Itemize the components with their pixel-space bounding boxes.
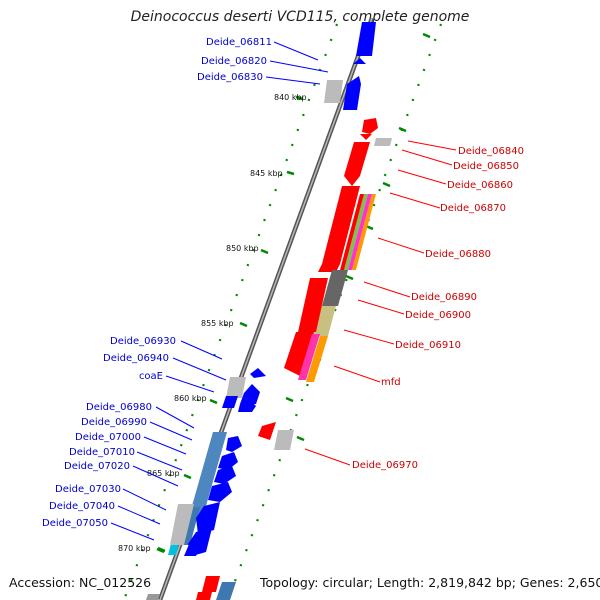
gene-mfd-pink [298,334,320,380]
label-deide-07050[interactable]: Deide_07050 [42,518,108,529]
gene-grey-06850 [374,138,392,146]
page-title: Deinococcus deserti VCD115, complete gen… [130,9,470,25]
label-deide-06930[interactable]: Deide_06930 [110,336,176,347]
label-deide-06870[interactable]: Deide_06870 [440,203,506,214]
gene-block-06980[interactable] [188,432,227,520]
label-deide-07020[interactable]: Deide_07020 [64,461,130,472]
label-deide-07010[interactable]: Deide_07010 [69,447,135,458]
label-deide-06830[interactable]: Deide_06830 [197,72,263,83]
label-deide-06811[interactable]: Deide_06811 [206,37,272,48]
gene-bottom-red-2 [196,592,212,600]
gene-deide-06840[interactable] [362,118,378,134]
label-deide-06850[interactable]: Deide_06850 [453,161,519,172]
gene-deide-06970[interactable] [258,422,276,440]
forward-leader-lines [304,140,457,466]
tick-label-865: 865 kbp [147,469,180,478]
gene-deide-06850[interactable] [360,134,372,140]
topology-text: Topology: circular; Length: 2,819,842 bp… [260,575,600,590]
label-deide-07030[interactable]: Deide_07030 [55,484,121,495]
gene-stripe-orange [352,194,376,270]
gene-deide-06830[interactable] [343,76,361,110]
gene-stripe-magenta [348,194,372,270]
gene-deide-06910[interactable] [284,332,314,376]
label-deide-06980[interactable]: Deide_06980 [86,402,152,413]
gene-grey-06830 [324,80,343,103]
label-deide-07040[interactable]: Deide_07040 [49,501,115,512]
label-coae[interactable]: coaE [139,371,163,382]
gene-bottom-grey [146,594,160,600]
gene-coae[interactable] [222,396,238,408]
tick-label-850: 850 kbp [226,244,259,253]
label-mfd[interactable]: mfd [381,377,401,388]
accession-text: Accession: NC_012526 [9,575,152,590]
gene-grey-06970 [274,430,294,450]
tick-label-870: 870 kbp [118,544,151,553]
gene-bottom-red [202,576,220,592]
gene-deide-06860-tip [344,176,360,186]
label-deide-06990[interactable]: Deide_06990 [81,417,147,428]
gene-coae-arrow [238,398,256,412]
gene-stripe-red [340,194,364,270]
tick-label-840: 840 kbp [274,93,307,102]
reverse-strand-genes [146,22,376,600]
gene-deide-07050[interactable] [184,542,200,556]
gene-deide-06990[interactable] [226,436,242,452]
gene-deide-07030[interactable] [196,502,220,534]
gene-deide-06930[interactable] [250,368,266,378]
label-deide-06840[interactable]: Deide_06840 [458,146,524,157]
forward-strand-genes [196,118,392,600]
tick-label-860: 860 kbp [174,394,207,403]
label-deide-07000[interactable]: Deide_07000 [75,432,141,443]
gene-deide-06860[interactable] [344,142,370,176]
gene-deide-07020[interactable] [208,482,232,502]
forward-gene-labels: Deide_06840 Deide_06850 Deide_06860 Deid… [352,146,524,471]
label-deide-06970[interactable]: Deide_06970 [352,460,418,471]
label-deide-06940[interactable]: Deide_06940 [103,353,169,364]
gene-deide-06890[interactable] [322,270,348,306]
label-deide-06890[interactable]: Deide_06890 [411,292,477,303]
label-deide-06900[interactable]: Deide_06900 [405,310,471,321]
tick-label-855: 855 kbp [201,319,234,328]
gene-deide-06820[interactable] [353,58,366,64]
gene-deide-06940[interactable] [240,384,260,404]
label-deide-06860[interactable]: Deide_06860 [447,180,513,191]
label-deide-06820[interactable]: Deide_06820 [201,56,267,67]
gene-stripe-green [344,194,368,270]
gene-deide-06811[interactable] [356,22,376,56]
gene-deide-07000[interactable] [218,452,238,470]
tick-label-845: 845 kbp [250,169,283,178]
gene-deide-06870[interactable] [322,186,360,264]
reverse-gene-labels: Deide_06811 Deide_06820 Deide_06830 Deid… [42,37,272,529]
reverse-leader-lines [110,41,329,541]
major-ticks [157,32,431,553]
gene-mfd[interactable] [306,336,328,382]
gene-grey-06940 [226,377,246,398]
label-deide-06880[interactable]: Deide_06880 [425,249,491,260]
gene-grey-07040 [170,504,194,545]
kbp-ticks [156,95,304,554]
label-deide-06910[interactable]: Deide_06910 [395,340,461,351]
gene-deide-06900-red [298,278,328,332]
gene-deide-07010[interactable] [214,466,236,484]
gene-bottom-blue [216,582,236,600]
